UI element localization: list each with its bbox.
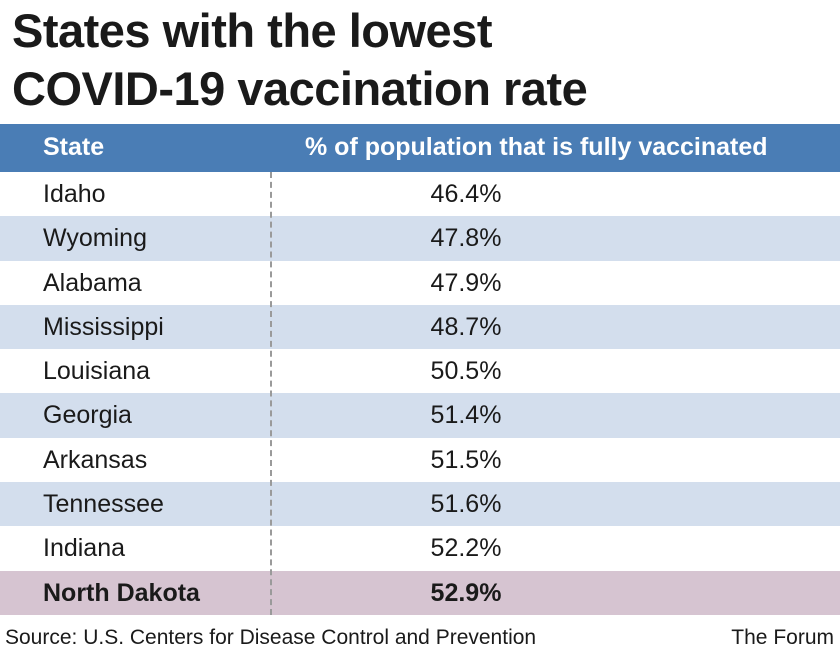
table-header-row: State % of population that is fully vacc…: [0, 124, 840, 172]
header-value: % of population that is fully vaccinated: [305, 133, 768, 161]
vaccination-table: State % of population that is fully vacc…: [0, 124, 840, 615]
state-cell: Idaho: [43, 180, 106, 208]
value-cell: 51.6%: [430, 490, 502, 519]
table-row: Indiana 52.2%: [0, 526, 840, 571]
table-row: Wyoming 47.8%: [0, 216, 840, 261]
chart-title-line-1: States with the lowest: [12, 4, 492, 57]
state-cell: Mississippi: [43, 312, 164, 341]
state-cell: Louisiana: [43, 357, 151, 386]
table-row-highlighted: North Dakota 52.9%: [0, 570, 840, 615]
value-cell: 51.5%: [430, 445, 502, 474]
brand-credit: The Forum: [731, 626, 834, 649]
table-row: Mississippi 48.7%: [0, 304, 840, 350]
chart-title: States with the lowest COVID-19 vaccinat…: [12, 2, 832, 118]
value-cell: 47.9%: [430, 268, 502, 297]
source-note: Source: U.S. Centers for Disease Control…: [5, 626, 537, 649]
footer: Source: U.S. Centers for Disease Control…: [0, 624, 840, 651]
column-divider: [270, 172, 272, 615]
chart-title-line-2: COVID-19 vaccination rate: [12, 62, 588, 115]
table-row: Louisiana 50.5%: [0, 349, 840, 394]
value-cell: 50.5%: [430, 357, 502, 386]
table-row: Tennessee 51.6%: [0, 482, 840, 527]
state-cell: Alabama: [43, 268, 142, 297]
state-cell: North Dakota: [43, 578, 200, 607]
table-row: Arkansas 51.5%: [0, 437, 840, 483]
state-cell: Georgia: [43, 401, 132, 430]
state-cell: Arkansas: [43, 445, 148, 474]
header-state: State: [43, 133, 105, 161]
table-row: Idaho 46.4%: [0, 172, 840, 217]
value-cell: 46.4%: [430, 180, 502, 208]
state-cell: Tennessee: [43, 490, 164, 519]
value-cell: 48.7%: [430, 312, 502, 341]
table-row: Georgia 51.4%: [0, 393, 840, 438]
table-body: Idaho 46.4% Wyoming 47.8% Alabama 47.9% Missis…: [0, 172, 840, 615]
value-cell: 52.9%: [430, 578, 502, 607]
state-cell: Indiana: [43, 534, 126, 563]
table-row: Alabama 47.9%: [0, 260, 840, 305]
value-cell: 51.4%: [430, 401, 502, 430]
state-cell: Wyoming: [43, 224, 147, 253]
value-cell: 52.2%: [430, 534, 502, 563]
value-cell: 47.8%: [430, 224, 502, 253]
